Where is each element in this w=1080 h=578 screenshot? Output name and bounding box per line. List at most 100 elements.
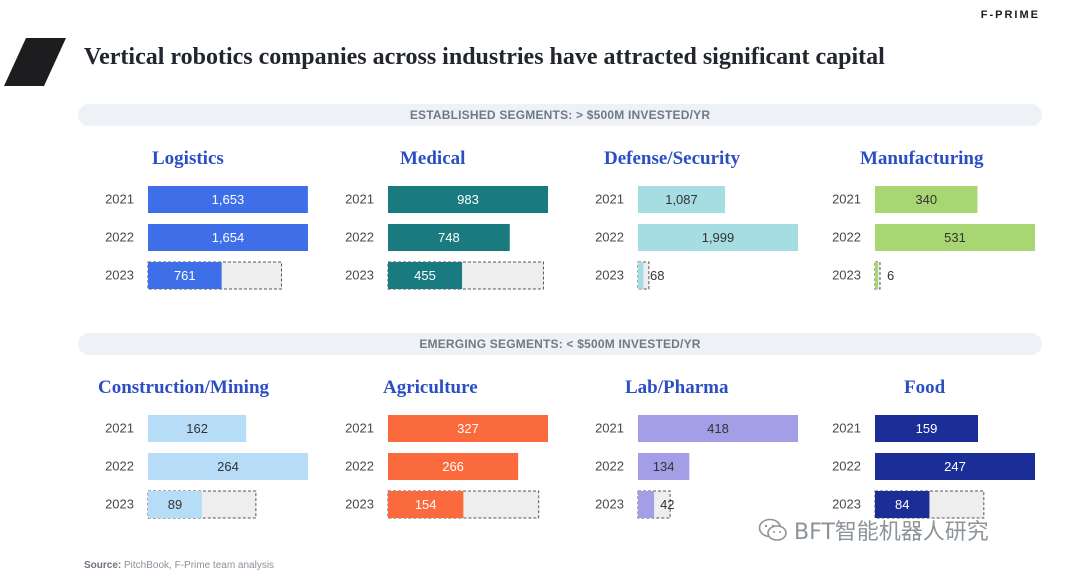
chart-title: Medical xyxy=(400,148,466,169)
chart-plot: 2021 159 2022 247 2023 84 xyxy=(832,415,1035,519)
bar xyxy=(388,186,548,213)
chart-food: Food 2021 159 2022 247 2023 84 xyxy=(822,377,1072,537)
chart-plot: 2021 340 2022 531 2023 6 xyxy=(832,186,1035,290)
value-label: 1,087 xyxy=(665,192,698,207)
value-label: 266 xyxy=(442,459,464,474)
year-label: 2021 xyxy=(832,421,861,436)
value-label: 761 xyxy=(174,268,196,283)
chart-defense-security: Defense/Security 2021 1,087 2022 1,999 2023 6… xyxy=(585,148,835,308)
bar xyxy=(148,262,222,289)
wechat-icon xyxy=(758,518,787,541)
year-label: 2022 xyxy=(832,459,861,474)
chart-title: Manufacturing xyxy=(860,148,984,169)
bar xyxy=(148,224,308,251)
year-label: 2023 xyxy=(595,268,624,283)
year-label: 2021 xyxy=(832,192,861,207)
watermark: BFT智能机器人研究 xyxy=(758,514,989,546)
chart-plot: 2021 1,087 2022 1,999 2023 68 xyxy=(595,186,798,290)
bar xyxy=(388,262,463,289)
value-label: 340 xyxy=(915,192,937,207)
value-label: 134 xyxy=(653,459,675,474)
value-label: 84 xyxy=(895,497,909,512)
bar xyxy=(388,491,464,518)
bar xyxy=(875,491,930,518)
bar xyxy=(148,491,202,518)
logo-slash-icon xyxy=(4,38,66,86)
value-label: 748 xyxy=(438,230,460,245)
bar xyxy=(388,224,510,251)
bar xyxy=(875,224,1035,251)
page-title: Vertical robotics companies across indus… xyxy=(84,44,885,70)
value-label: 42 xyxy=(660,497,674,512)
bar xyxy=(638,224,798,251)
bar xyxy=(388,453,519,480)
bar xyxy=(148,415,247,442)
bar xyxy=(875,453,1035,480)
bar xyxy=(875,415,978,442)
year-label: 2023 xyxy=(105,268,134,283)
value-label: 247 xyxy=(944,459,966,474)
year-label: 2021 xyxy=(105,421,134,436)
chart-title: Lab/Pharma xyxy=(625,377,729,398)
chart-manufacturing: Manufacturing 2021 340 2022 531 2023 6 xyxy=(822,148,1072,308)
value-label: 89 xyxy=(168,497,182,512)
year-label: 2022 xyxy=(105,230,134,245)
value-label: 1,654 xyxy=(212,230,245,245)
year-label: 2023 xyxy=(832,497,861,512)
year-label: 2022 xyxy=(345,459,374,474)
value-label: 1,999 xyxy=(702,230,735,245)
value-label: 159 xyxy=(916,421,938,436)
year-label: 2022 xyxy=(595,230,624,245)
bar xyxy=(638,186,726,213)
year-label: 2021 xyxy=(345,192,374,207)
value-label: 531 xyxy=(944,230,966,245)
chart-lab-pharma: Lab/Pharma 2021 418 2022 134 2023 42 xyxy=(585,377,835,537)
chart-agriculture: Agriculture 2021 327 2022 266 2023 154 xyxy=(335,377,585,537)
value-label: 6 xyxy=(887,268,894,283)
chart-title: Construction/Mining xyxy=(98,377,270,398)
value-label: 162 xyxy=(186,421,208,436)
bar xyxy=(875,186,978,213)
year-label: 2023 xyxy=(595,497,624,512)
year-label: 2023 xyxy=(105,497,134,512)
year-label: 2021 xyxy=(345,421,374,436)
year-label: 2021 xyxy=(595,192,624,207)
value-label: 327 xyxy=(457,421,479,436)
year-label: 2022 xyxy=(105,459,134,474)
bar xyxy=(638,415,798,442)
chart-title: Agriculture xyxy=(383,377,478,398)
year-label: 2023 xyxy=(345,268,374,283)
value-label: 418 xyxy=(707,421,729,436)
brand-logo-text: F-PRIME xyxy=(980,9,1040,21)
emerging-segments-band: EMERGING SEGMENTS: < $500M INVESTED/YR xyxy=(78,333,1042,355)
bar xyxy=(638,262,644,289)
value-label: 983 xyxy=(457,192,479,207)
value-label: 1,653 xyxy=(212,192,245,207)
value-label: 264 xyxy=(217,459,239,474)
bar xyxy=(875,262,878,289)
value-label: 68 xyxy=(650,268,664,283)
year-label: 2023 xyxy=(345,497,374,512)
chart-plot: 2021 983 2022 748 2023 455 xyxy=(345,186,548,290)
chart-plot: 2021 327 2022 266 2023 154 xyxy=(345,415,548,519)
bar xyxy=(148,453,308,480)
chart-title: Food xyxy=(904,377,946,398)
bar xyxy=(638,453,690,480)
year-label: 2021 xyxy=(595,421,624,436)
established-segments-band: ESTABLISHED SEGMENTS: > $500M INVESTED/Y… xyxy=(78,104,1042,126)
chart-title: Logistics xyxy=(152,148,224,169)
chart-medical: Medical 2021 983 2022 748 2023 455 xyxy=(335,148,585,308)
chart-logistics: Logistics 2021 1,653 2022 1,654 2023 761 xyxy=(95,148,345,308)
source-label: Source: xyxy=(84,560,122,571)
chart-plot: 2021 1,653 2022 1,654 2023 761 xyxy=(105,186,308,290)
bar xyxy=(638,491,655,518)
bar xyxy=(148,186,308,213)
year-label: 2023 xyxy=(832,268,861,283)
value-label: 455 xyxy=(414,268,436,283)
chart-plot: 2021 162 2022 264 2023 89 xyxy=(105,415,308,519)
year-label: 2022 xyxy=(595,459,624,474)
year-label: 2021 xyxy=(105,192,134,207)
chart-plot: 2021 418 2022 134 2023 42 xyxy=(595,415,798,519)
watermark-text: BFT智能机器人研究 xyxy=(794,520,989,545)
source-note: Source: PitchBook, F-Prime team analysis xyxy=(84,560,274,571)
